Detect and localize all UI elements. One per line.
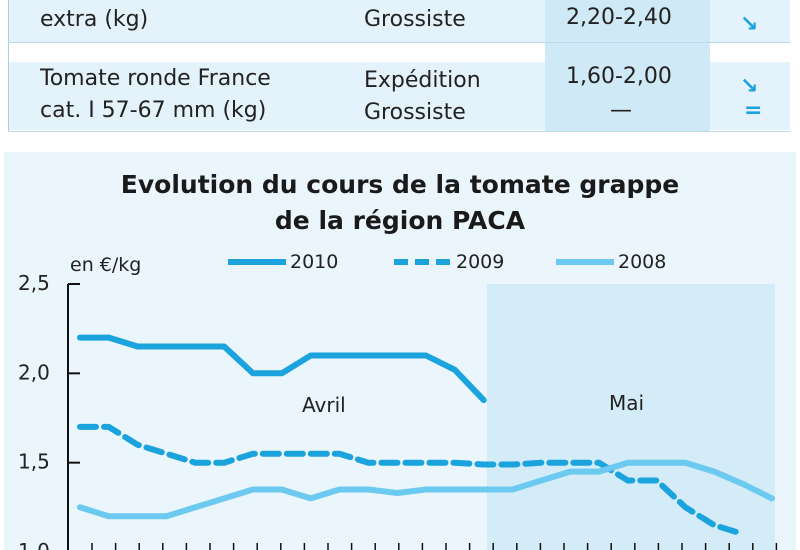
stage-cell: Grossiste	[364, 100, 466, 125]
y-tick-label: 1,5	[18, 450, 50, 474]
period-label: Mai	[609, 391, 644, 415]
price-table: extra (kg) Grossiste 2,20-2,40 ↘ Tomate …	[0, 0, 800, 148]
product-cell: Tomate ronde France	[40, 66, 271, 91]
trend-stable-icon: =	[744, 98, 763, 123]
row-divider	[8, 131, 790, 132]
period-label: Avril	[302, 393, 346, 417]
price-cell: 1,60-2,00	[566, 64, 672, 89]
price-cell: —	[610, 98, 632, 123]
chart-title: Evolution du cours de la tomate grappe	[120, 170, 680, 199]
y-axis-label: en €/kg	[70, 254, 141, 276]
trend-down-icon: ↘	[740, 12, 759, 37]
series-line-2008	[77, 459, 775, 520]
table-left-rule	[8, 0, 9, 132]
chart-title: de la région PACA	[274, 206, 526, 235]
price-cell: 2,20-2,40	[566, 5, 672, 30]
series-line-2009	[77, 423, 747, 538]
trend-down-icon: ↘	[740, 74, 759, 99]
product-cell: cat. I 57-67 mm (kg)	[40, 98, 267, 123]
stage-cell: Expédition	[364, 68, 481, 93]
legend-label-2009: 2009	[456, 251, 504, 273]
product-cell: extra (kg)	[40, 7, 149, 32]
legend-label-2010: 2010	[290, 251, 338, 273]
stage-cell: Grossiste	[364, 7, 466, 32]
legend-label-2008: 2008	[618, 251, 666, 273]
y-tick-label: 2,0	[18, 360, 50, 384]
may-region	[487, 284, 775, 550]
y-tick-label: 2,5	[18, 271, 50, 295]
series-line-2010	[77, 334, 487, 404]
price-column-bg	[545, 0, 710, 132]
y-tick-label: 1,0	[18, 539, 50, 550]
row-divider	[8, 42, 790, 43]
